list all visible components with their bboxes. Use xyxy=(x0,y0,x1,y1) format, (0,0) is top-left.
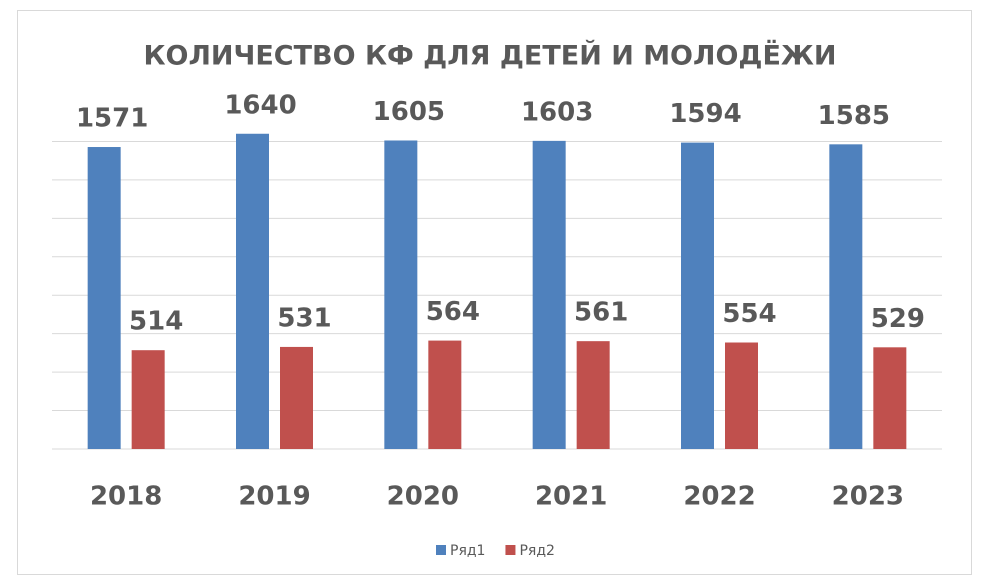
bar xyxy=(576,341,610,449)
data-label: 1640 xyxy=(224,90,296,120)
data-label: 529 xyxy=(871,304,925,334)
legend-swatch xyxy=(436,545,446,555)
legend-label: Ряд1 xyxy=(450,543,485,559)
x-tick-label: 2021 xyxy=(535,482,607,512)
bar xyxy=(87,147,121,449)
legend-label: Ряд2 xyxy=(519,543,554,559)
data-label: 1605 xyxy=(373,97,445,127)
data-label: 564 xyxy=(426,297,480,327)
x-tick-label: 2018 xyxy=(90,482,162,512)
bar xyxy=(873,347,907,449)
legend-swatch xyxy=(505,545,516,555)
chart-border xyxy=(17,10,972,575)
bar xyxy=(280,346,313,449)
data-label: 514 xyxy=(129,307,183,337)
bar xyxy=(829,144,863,450)
bar xyxy=(532,140,566,449)
data-label: 554 xyxy=(722,299,776,329)
x-tick-label: 2020 xyxy=(387,482,459,512)
bar xyxy=(131,350,165,449)
bar xyxy=(384,140,418,449)
data-label: 561 xyxy=(574,298,628,328)
x-tick-label: 2023 xyxy=(832,482,904,512)
chart-title: КОЛИЧЕСТВО КФ ДЛЯ ДЕТЕЙ И МОЛОДЁЖИ xyxy=(143,40,836,72)
x-tick-label: 2022 xyxy=(683,482,755,512)
bar xyxy=(236,133,269,449)
data-label: 1585 xyxy=(818,101,890,131)
bar xyxy=(681,142,714,449)
data-label: 1603 xyxy=(521,97,593,127)
data-label: 1571 xyxy=(76,104,148,134)
data-label: 531 xyxy=(277,303,331,333)
data-label: 1594 xyxy=(669,99,741,129)
x-tick-label: 2019 xyxy=(238,482,310,512)
bar xyxy=(725,342,758,449)
bar xyxy=(428,340,462,449)
